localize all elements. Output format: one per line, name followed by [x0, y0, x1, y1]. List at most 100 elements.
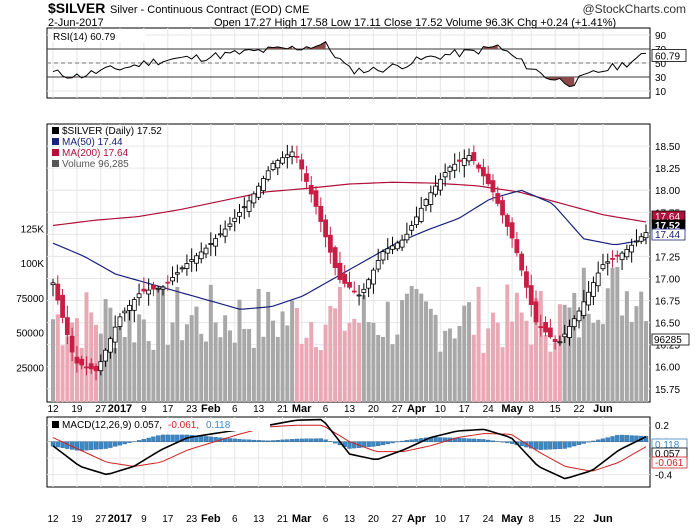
- candle-body: [318, 205, 324, 222]
- volume-bar: [371, 322, 376, 402]
- volume-bar: [285, 325, 290, 402]
- x-tick-label: 13: [253, 514, 265, 525]
- volume-bar: [242, 328, 247, 402]
- macd-histogram-bar: [376, 441, 381, 447]
- candle-body: [313, 190, 319, 207]
- rsi-value-tag-box: [651, 49, 687, 62]
- volume-bar: [189, 315, 194, 402]
- macd-histogram-bar: [505, 441, 510, 444]
- volume-bar: [361, 295, 366, 402]
- volume-bar: [366, 322, 371, 402]
- volume-bar: [175, 286, 180, 402]
- candle-body: [280, 157, 285, 164]
- volume-bar: [557, 304, 562, 402]
- candle-body: [88, 363, 94, 370]
- x-tick-label: Apr: [407, 403, 427, 415]
- volume-bar: [84, 292, 89, 402]
- candle-body: [327, 234, 333, 253]
- candle-body: [127, 304, 132, 311]
- volume-bar: [548, 351, 553, 402]
- candle-body: [504, 214, 510, 227]
- candle-body: [213, 238, 218, 247]
- volume-bar: [290, 300, 295, 402]
- macd-histogram-bar: [227, 438, 233, 442]
- x-tick-label: 10: [435, 514, 447, 525]
- candle-body: [562, 333, 568, 338]
- macd-histogram-bar: [333, 441, 338, 444]
- candle-body: [428, 192, 434, 205]
- volume-bar: [204, 341, 209, 402]
- candle-body: [170, 277, 175, 282]
- macd-histogram-bar: [605, 437, 610, 442]
- macd-histogram-bar: [414, 438, 419, 442]
- x-tick-label: 22: [573, 404, 585, 415]
- macd-histogram-bar: [529, 441, 534, 449]
- macd-legend-signal: -0.061,: [168, 420, 199, 431]
- volume-bar: [644, 321, 648, 402]
- candle-body: [495, 193, 501, 204]
- x-tick-label: 27: [392, 404, 404, 415]
- volume-bar: [457, 325, 462, 402]
- macd-legend-label: MACD(12,26,9) 0.057,: [62, 420, 162, 431]
- macd-histogram-bar: [509, 441, 515, 444]
- rsi-overbought-fill: [306, 41, 326, 49]
- macd-histogram-bar: [127, 441, 132, 443]
- macd-histogram-bar: [438, 437, 443, 442]
- macd-histogram-bar: [156, 435, 161, 442]
- macd-histogram-bar: [122, 441, 127, 445]
- candle-body: [217, 233, 223, 236]
- volume-bar: [395, 334, 400, 402]
- candle-body: [471, 152, 477, 161]
- macd-histogram-bar: [457, 438, 462, 442]
- candle-body: [476, 164, 482, 169]
- candle-body: [117, 316, 123, 327]
- volume-bar: [309, 322, 314, 402]
- candle-body: [390, 245, 395, 250]
- volume-bar: [227, 330, 232, 402]
- candle-body: [610, 258, 615, 260]
- volume-bar: [600, 324, 605, 402]
- volume-bar: [534, 298, 539, 402]
- macd-histogram-bar: [203, 436, 209, 442]
- volume-bar: [266, 291, 271, 402]
- candle-body: [141, 288, 147, 292]
- macd-histogram-bar: [548, 441, 553, 450]
- volume-bar: [610, 267, 615, 402]
- volume-bar: [314, 347, 319, 402]
- price-tag-ma200: 17.64: [655, 212, 680, 223]
- macd-histogram-bar: [385, 441, 390, 445]
- volume-bar: [323, 324, 328, 402]
- volume-bar: [184, 324, 189, 402]
- volume-bar: [122, 337, 127, 402]
- candle-body: [533, 301, 539, 323]
- volume-bar: [60, 345, 65, 402]
- candle-body: [528, 285, 534, 306]
- volume-bar: [333, 308, 338, 402]
- price-tag-box-ma50: [651, 228, 686, 241]
- candle-body: [270, 163, 276, 170]
- macd-histogram-bar: [476, 439, 481, 442]
- x-tick-label: 10: [435, 404, 447, 415]
- candle-body: [241, 206, 247, 209]
- volume-tick-label: 100K: [21, 259, 45, 270]
- candle-body: [461, 158, 467, 166]
- macd-histogram-bar: [490, 440, 496, 442]
- macd-legend-bg: [50, 419, 270, 431]
- macd-histogram-bar: [481, 439, 486, 442]
- candle-body: [237, 212, 242, 217]
- volume-bar: [280, 311, 285, 402]
- candle-body: [524, 271, 529, 288]
- macd-histogram-bar: [55, 441, 60, 448]
- volume-bar: [357, 322, 362, 402]
- x-tick-label: 23: [186, 404, 198, 415]
- chart-subtitle: Silver - Continuous Contract (EOD) CME: [110, 4, 310, 16]
- rsi-legend-bg: [50, 30, 145, 42]
- volume-bar: [199, 333, 204, 402]
- candle-body: [366, 279, 372, 289]
- candle-body: [547, 327, 553, 338]
- candle-body: [265, 170, 271, 180]
- x-tick-label: 21: [277, 514, 289, 525]
- volume-bar: [165, 344, 170, 402]
- candle-body: [203, 247, 209, 255]
